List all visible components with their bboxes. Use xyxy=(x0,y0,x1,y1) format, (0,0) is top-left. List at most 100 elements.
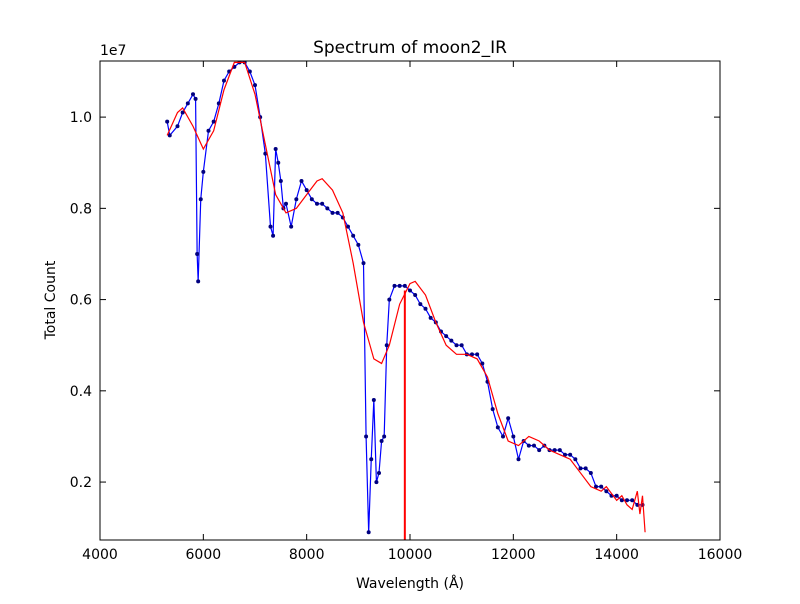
x-tick-label: 4000 xyxy=(82,547,118,563)
data-point xyxy=(191,92,195,97)
data-point xyxy=(369,457,374,462)
data-point xyxy=(198,197,203,202)
data-point xyxy=(454,343,459,348)
data-point xyxy=(449,338,454,343)
data-point xyxy=(397,283,402,288)
data-point xyxy=(330,210,335,215)
y-axis-label: Total Count xyxy=(43,260,59,340)
data-point xyxy=(384,343,389,348)
data-point xyxy=(165,119,170,124)
data-point xyxy=(588,470,593,475)
data-point xyxy=(619,498,624,503)
data-point xyxy=(346,224,350,229)
data-point xyxy=(501,434,505,439)
data-point xyxy=(299,178,304,183)
data-point xyxy=(335,210,340,215)
data-point xyxy=(413,293,418,298)
y-tick-label: 1.0 xyxy=(70,110,92,126)
data-point xyxy=(594,484,598,489)
data-point xyxy=(382,434,387,439)
data-point xyxy=(253,83,257,88)
data-point xyxy=(356,242,361,247)
y-tick-label: 0.6 xyxy=(70,293,92,309)
data-point xyxy=(278,178,283,183)
x-tick-label: 8000 xyxy=(289,547,325,563)
data-point xyxy=(604,489,609,494)
x-tick-label: 16000 xyxy=(698,547,743,563)
data-point xyxy=(371,397,376,402)
data-point xyxy=(630,498,635,503)
data-point xyxy=(377,470,381,475)
data-point xyxy=(392,283,397,288)
data-point xyxy=(284,201,288,206)
data-point xyxy=(211,119,216,124)
data-point xyxy=(320,201,325,206)
data-point xyxy=(304,188,309,193)
data-point xyxy=(247,69,252,74)
data-point xyxy=(294,197,299,202)
data-point xyxy=(271,233,276,238)
axes: 4000 6000 8000 10000 12000 14000 16000 0.2 0.4 0.… xyxy=(70,60,743,563)
chart-title: Spectrum of moon2_IR xyxy=(313,38,507,58)
plot-area xyxy=(165,61,646,540)
data-point xyxy=(470,352,474,357)
data-point xyxy=(532,443,536,448)
data-point xyxy=(268,224,273,229)
data-point xyxy=(599,484,604,489)
data-point xyxy=(276,160,281,165)
series-line xyxy=(166,61,646,533)
data-point xyxy=(361,261,366,266)
data-point xyxy=(552,448,557,453)
data-point xyxy=(625,498,629,503)
data-point xyxy=(379,439,384,444)
y-tick-label: 0.8 xyxy=(70,201,92,217)
y-offset-label: 1e7 xyxy=(100,43,126,59)
data-point xyxy=(185,101,190,106)
data-point xyxy=(480,361,485,366)
data-point xyxy=(423,306,428,311)
data-point xyxy=(490,407,495,412)
data-point xyxy=(222,78,226,83)
data-point xyxy=(614,493,619,498)
y-tick-label: 0.4 xyxy=(70,384,92,400)
data-point xyxy=(193,96,198,101)
data-point xyxy=(526,443,531,448)
data-point xyxy=(459,343,464,348)
data-point xyxy=(511,434,516,439)
y-tick-label: 0.2 xyxy=(70,475,92,491)
data-point xyxy=(563,452,567,457)
axes-frame xyxy=(99,60,721,541)
data-point xyxy=(374,480,379,485)
data-point xyxy=(568,452,573,457)
data-point xyxy=(309,197,314,202)
data-point xyxy=(578,466,583,471)
x-tick-label: 10000 xyxy=(388,547,433,563)
data-point xyxy=(206,128,211,133)
data-point xyxy=(444,334,449,339)
data-point xyxy=(167,133,172,138)
data-point xyxy=(418,302,423,307)
data-point xyxy=(273,147,278,152)
data-point xyxy=(325,206,330,211)
x-axis-label: Wavelength (Å) xyxy=(356,575,464,592)
data-point xyxy=(196,279,201,284)
x-tick-label: 14000 xyxy=(594,547,639,563)
data-point xyxy=(408,288,412,293)
data-point xyxy=(573,457,578,462)
data-point xyxy=(583,466,588,471)
data-point xyxy=(364,434,369,439)
data-point xyxy=(428,315,433,320)
x-tick-label: 6000 xyxy=(186,547,222,563)
data-point xyxy=(387,297,392,302)
data-point xyxy=(537,448,542,453)
data-point xyxy=(516,457,521,462)
data-point xyxy=(495,425,500,430)
data-point xyxy=(506,416,511,421)
data-point xyxy=(366,530,371,535)
data-point xyxy=(263,151,268,156)
data-point xyxy=(402,283,407,288)
x-tick-label: 12000 xyxy=(491,547,536,563)
data-point xyxy=(195,251,200,256)
data-point xyxy=(475,352,480,357)
